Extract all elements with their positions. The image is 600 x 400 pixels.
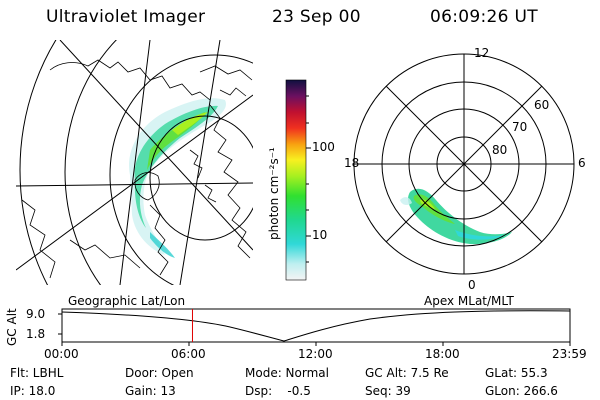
mlt-label-12: 12 [474, 46, 490, 60]
lat-label-60: 60 [534, 98, 550, 112]
seq-info: Seq: 39 [365, 384, 411, 398]
coastlines [21, 59, 253, 279]
glat-info: GLat: 55.3 [485, 366, 548, 380]
lat-label-80: 80 [492, 143, 508, 157]
auroral-oval [400, 188, 512, 245]
time-tick-0000: 00:00 [44, 347, 79, 361]
colorbar-tick-100: 100 [312, 140, 335, 154]
dsp-info: Dsp: -0.5 [245, 384, 311, 398]
intensity-colorbar [285, 79, 311, 281]
glon-info: GLon: 266.6 [485, 384, 558, 398]
ip-info: IP: 18.0 [10, 384, 56, 398]
lat-lon-grid [16, 40, 253, 285]
lat-label-70: 70 [512, 120, 528, 134]
colorbar-tick-10: 10 [312, 228, 328, 242]
mode-info: Mode: Normal [245, 366, 329, 380]
gc-altitude-timeline [58, 308, 571, 346]
auroral-emission-map [129, 98, 226, 258]
mlt-label-0: 0 [468, 278, 476, 292]
time-tick-0600: 06:00 [171, 347, 206, 361]
instrument-title: Ultraviolet Imager [46, 7, 206, 27]
time-tick-1200: 12:00 [298, 347, 333, 361]
altitude-curve [62, 310, 570, 342]
gain-info: Gain: 13 [125, 384, 176, 398]
geographic-map [16, 40, 253, 285]
filter-info: Flt: LBHL [10, 366, 64, 380]
observation-date: 23 Sep 00 [272, 7, 361, 27]
door-info: Door: Open [125, 366, 194, 380]
observation-time: 06:09:26 UT [430, 7, 538, 27]
apex-grid-title: Apex MLat/MLT [424, 294, 514, 308]
gc-alt-info: GC Alt: 7.5 Re [365, 366, 449, 380]
time-axis-ticks [61, 342, 571, 346]
time-tick-2359: 23:59 [552, 347, 587, 361]
alt-tick-1-8: 1.8 [26, 327, 46, 341]
geographic-grid-title: Geographic Lat/Lon [68, 294, 186, 308]
mlt-label-6: 6 [578, 156, 586, 170]
colorbar-unit-label: photon cm⁻²s⁻¹ [267, 147, 281, 240]
alt-tick-9: 9.0 [26, 307, 46, 321]
polar-plot [353, 53, 575, 275]
time-tick-1800: 18:00 [425, 347, 460, 361]
gc-alt-axis-label: GC Alt [5, 308, 19, 346]
mlt-label-18: 18 [344, 156, 360, 170]
